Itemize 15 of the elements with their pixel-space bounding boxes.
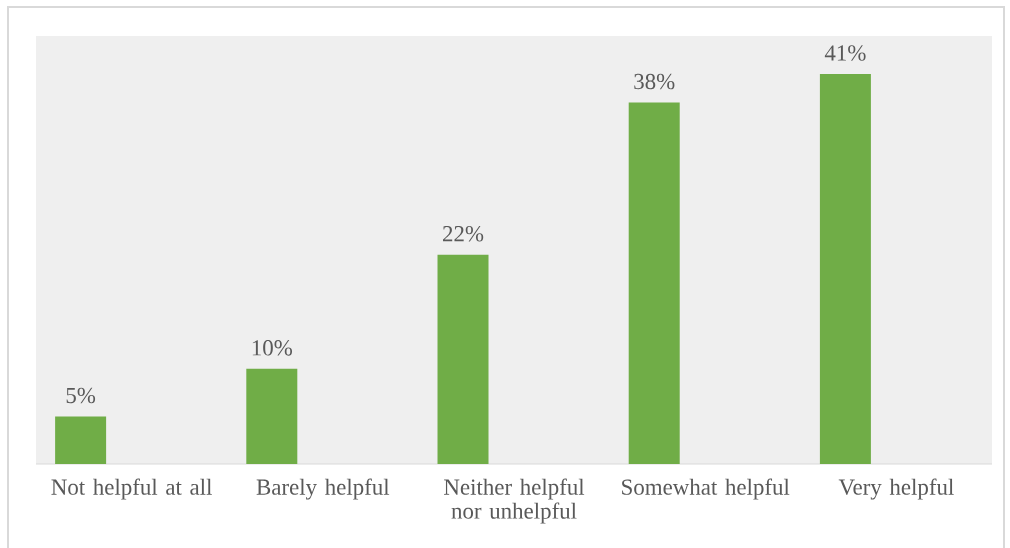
x-tick-label: Very helpful xyxy=(838,478,954,500)
bar xyxy=(437,254,489,464)
x-tick-label: Neither helpful nor unhelpful xyxy=(444,478,585,524)
data-label: 22% xyxy=(443,225,484,242)
bar xyxy=(819,73,871,464)
bar xyxy=(55,416,107,464)
x-tick-label: Somewhat helpful xyxy=(622,478,790,500)
data-label: 5% xyxy=(66,387,96,404)
data-label: 10% xyxy=(252,340,293,356)
bar xyxy=(628,102,680,464)
x-tick-label: Barely helpful xyxy=(256,478,390,500)
data-label: 38% xyxy=(634,73,675,90)
bar xyxy=(246,368,298,464)
x-tick-label: Not helpful at all xyxy=(51,478,212,500)
data-label: 41% xyxy=(824,45,866,61)
